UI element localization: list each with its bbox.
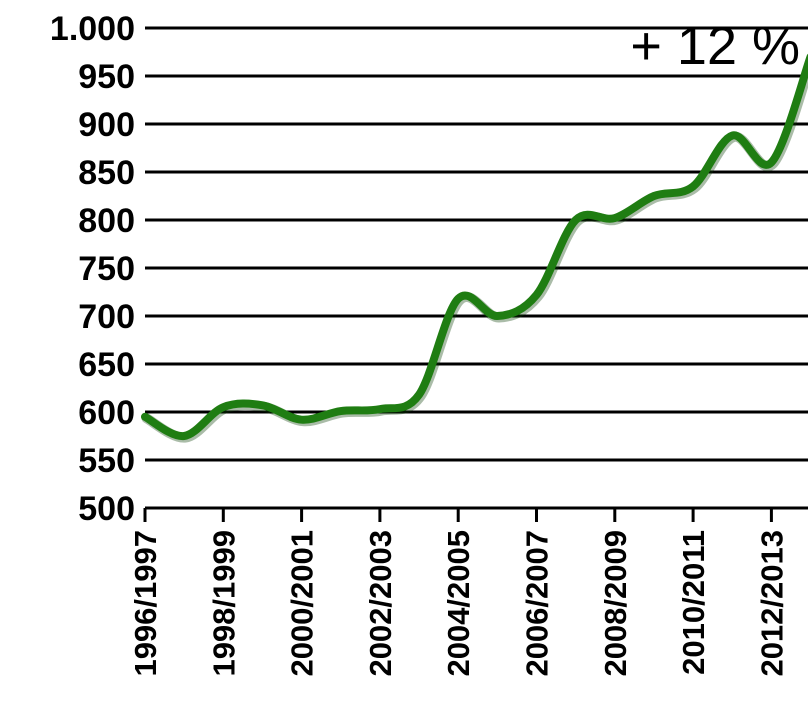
y-tick-label: 500 [78,490,135,528]
y-tick-label: 550 [78,442,135,480]
x-tick-label: 2002/2003 [363,530,398,677]
x-tick-label: 2000/2001 [285,530,320,677]
y-tick-label: 650 [78,346,135,384]
y-tick-label: 700 [78,298,135,336]
x-axis-tick-labels: 1996/1997 1998/1999 2000/2001 2002/2003 2004… [128,530,789,677]
y-tick-label: 1.000 [50,10,135,48]
y-tick-label: 900 [78,106,135,144]
y-tick-label: 950 [78,58,135,96]
x-tick-label: 2004/2005 [441,530,476,677]
gridlines [145,26,808,462]
x-tick-label: 2010/2011 [676,530,711,675]
y-tick-label: 750 [78,250,135,288]
annotation-label: + 12 % [630,16,800,76]
series-layer [141,53,808,443]
series-line-shadow [141,55,808,443]
x-axis [143,506,808,522]
x-tick-label: 2008/2009 [598,530,633,677]
x-tick-label: 2006/2007 [520,530,555,677]
annotations: + 12 % [630,16,800,76]
x-tick-label: 2012/2013 [754,530,789,677]
y-axis-tick-labels: 500 550 600 650 700 750 800 850 900 950 1.000 [50,10,135,528]
y-tick-label: 600 [78,394,135,432]
x-tick-label: 1998/1999 [206,530,241,677]
x-tick-label: 1996/1997 [128,530,163,677]
series-line [141,53,808,441]
y-tick-label: 800 [78,202,135,240]
y-tick-label: 850 [78,154,135,192]
